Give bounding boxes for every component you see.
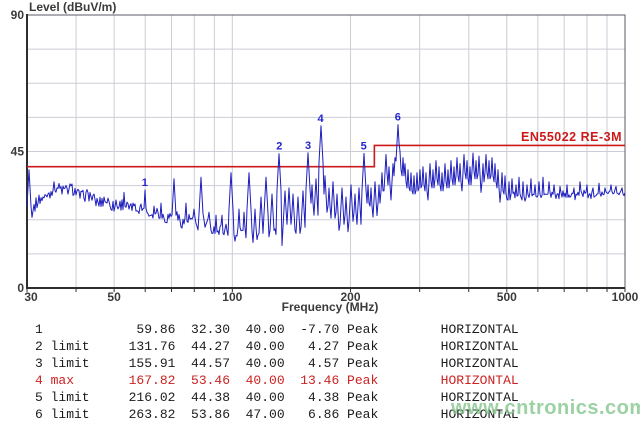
- x-tick-label: 500: [497, 290, 517, 304]
- peak-marker-labels: 1 2 3 4 5 6: [142, 112, 401, 189]
- table-row: 5 limit 216.02 44.38 40.00 4.38 Peak HOR…: [35, 390, 519, 405]
- table-row: 4 max 167.82 53.46 40.00 13.46 Peak HORI…: [35, 373, 519, 388]
- x-tick-label: 1000: [612, 290, 639, 304]
- marker-label: 2: [276, 141, 282, 153]
- marker-label: 1: [142, 177, 148, 189]
- marker-label: 5: [361, 140, 367, 152]
- y-tick-label: 45: [11, 145, 25, 159]
- table-row: 6 limit 263.82 53.86 47.00 6.86 Peak HOR…: [35, 407, 519, 422]
- marker-label: 4: [318, 113, 325, 125]
- table-row: 3 limit 155.91 44.57 40.00 4.57 Peak HOR…: [35, 356, 519, 371]
- grid-lines: [27, 15, 625, 288]
- x-tick-label: 100: [222, 290, 242, 304]
- marker-label: 3: [305, 140, 311, 152]
- table-row: 2 limit 131.76 44.27 40.00 4.27 Peak HOR…: [35, 339, 519, 354]
- measurement-table: 1 59.86 32.30 40.00 -7.70 Peak HORIZONTA…: [0, 321, 640, 423]
- y-tick-label: 0: [17, 281, 24, 295]
- x-tick-labels: 30 50 100 200 500 1000: [24, 290, 638, 304]
- y-tick-label: 90: [11, 8, 25, 22]
- x-tick-label: 30: [24, 290, 38, 304]
- x-tick-label: 200: [341, 290, 361, 304]
- measurement-trace: [26, 124, 626, 246]
- limit-line-en55022: [27, 144, 625, 168]
- x-axis-title: Frequency (MHz): [282, 300, 379, 314]
- watermark-text: www.cntronics.com: [451, 397, 640, 419]
- limit-line-label: EN55022 RE-3M: [521, 130, 622, 144]
- x-tick-label: 50: [107, 290, 121, 304]
- y-axis-title: Level (dBuV/m): [29, 0, 116, 14]
- marker-label: 6: [395, 112, 401, 124]
- y-tick-labels: 0 45 90: [11, 8, 25, 295]
- table-row: 1 59.86 32.30 40.00 -7.70 Peak HORIZONTA…: [35, 322, 519, 337]
